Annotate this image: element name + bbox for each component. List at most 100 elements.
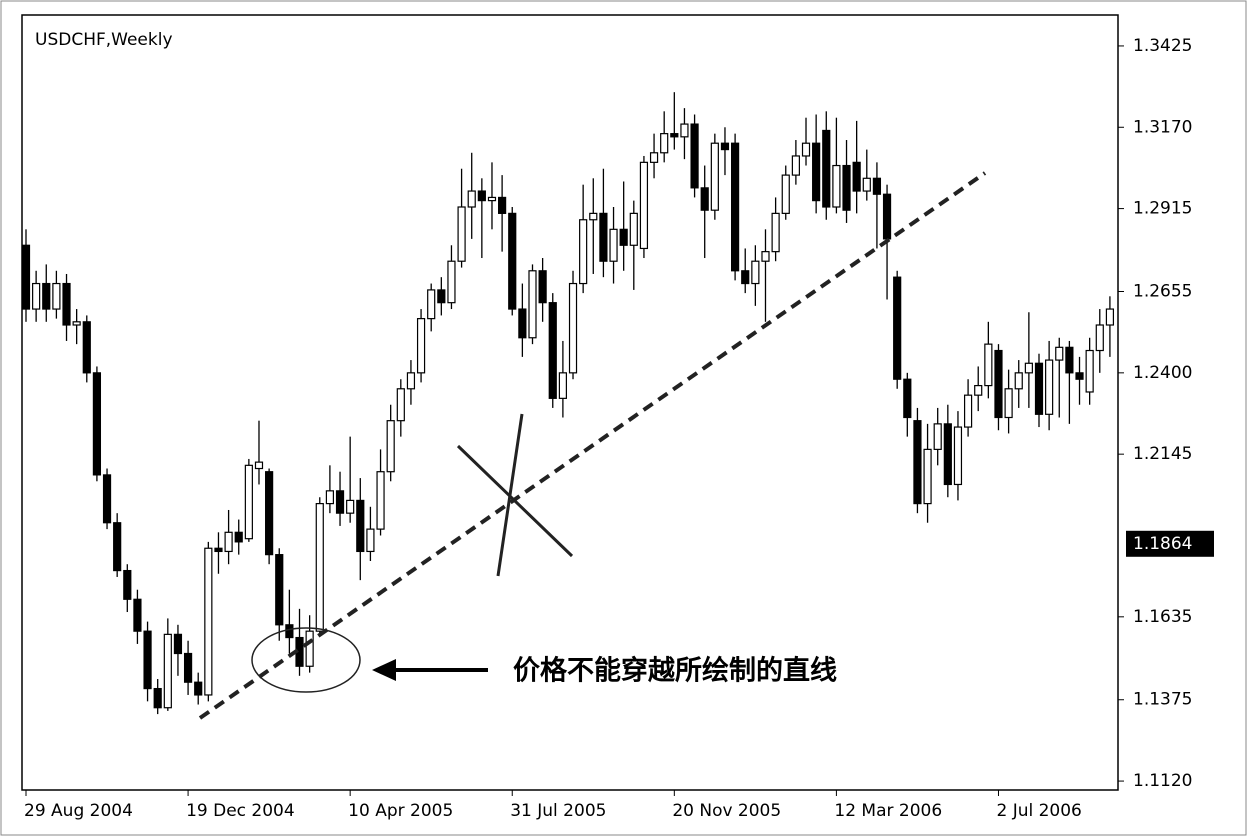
candle-body [265,471,274,556]
candle-body [133,598,142,632]
candle-body [518,308,527,339]
cross-line [496,413,524,577]
candle-body [984,343,993,387]
candle-body [629,212,638,246]
candle-body [437,289,446,304]
candle-body [447,260,456,304]
candle-body [579,219,588,285]
candle-body [427,289,436,320]
candle-body [396,388,405,422]
y-tick-label: 1.2400 [1133,363,1192,383]
y-tick-label: 1.1635 [1133,607,1192,627]
y-tick-label: 1.3425 [1133,36,1192,56]
candle-body [832,164,841,208]
candle-body [710,142,719,211]
candle-body [994,349,1003,419]
candle-body [609,228,618,262]
candle-body [913,420,922,505]
candle-body [1095,324,1104,352]
candle-body [508,212,517,310]
x-tick-label: 20 Nov 2005 [672,801,781,821]
candle-body [953,426,963,486]
candle-body [771,212,780,253]
candle-body [275,554,284,626]
candle-body [315,503,324,632]
candle-body [568,282,578,374]
candle-body [741,270,750,285]
candle-body [1105,308,1115,326]
candle-body [356,499,365,553]
candle-body [882,193,892,240]
chart-title: USDCHF,Weekly [35,30,173,50]
candle-body [163,633,172,709]
candle-body [52,282,61,310]
candle-body [872,177,882,195]
candle-body [285,624,294,639]
candle-body [72,321,81,326]
candle-body [812,142,821,202]
highlight-ellipse [251,627,361,693]
candle-body [923,448,932,505]
candle-body [487,196,497,202]
candle-body [801,142,811,157]
candle-body [467,190,476,208]
candle-body [224,531,233,553]
candle-body [751,260,760,285]
candle-body [761,251,770,262]
candle-body [649,152,659,163]
arrow-head [372,659,396,681]
candle-body [548,302,557,399]
candle-body [477,190,486,202]
candle-body [416,318,426,374]
y-tick-label: 1.1375 [1133,690,1192,710]
candle-body [822,129,831,208]
candle-body [730,142,740,272]
candle-body [173,633,183,655]
candle-body [1004,388,1013,419]
candle-body [143,630,152,690]
x-tick-label: 29 Aug 2004 [24,801,133,821]
candle-body [1075,372,1084,380]
candle-body [700,187,709,211]
candle-body [670,133,679,138]
candles [22,92,1115,715]
candle-body [194,681,203,696]
candle-body [366,528,375,553]
candle-body [690,123,699,189]
candle-body [32,282,41,310]
candle-body [204,547,213,696]
candle-body [862,177,871,192]
y-tick-label: 1.1120 [1133,771,1192,791]
candle-body [791,155,800,176]
candle-body [386,420,395,473]
candle-body [457,206,466,262]
x-tick-label: 19 Dec 2004 [186,801,295,821]
candle-body [305,630,314,667]
price-marker-label: 1.1864 [1133,534,1192,554]
candle-body [599,212,608,262]
candle-body [943,423,952,486]
x-tick-label: 31 Jul 2005 [510,801,606,821]
candle-body [1085,349,1094,393]
candle-body [619,228,628,246]
candle-body [183,652,193,683]
candle-body [1024,362,1033,374]
candle-body [123,569,132,600]
candle-body [963,394,973,428]
candle-body [1055,346,1064,361]
candle-body [903,378,912,419]
candle-body [1045,359,1054,415]
candle-body [558,372,567,399]
candle-body [720,142,730,151]
candle-body [214,547,223,553]
candle-body [22,244,31,310]
candle-body [589,212,598,221]
candle-body [933,423,942,450]
candle-body [62,282,71,326]
candle-body [1014,372,1023,390]
candle-body [842,164,851,211]
candle-body [244,464,253,540]
candle-body [153,687,162,709]
candle-body [234,531,243,543]
